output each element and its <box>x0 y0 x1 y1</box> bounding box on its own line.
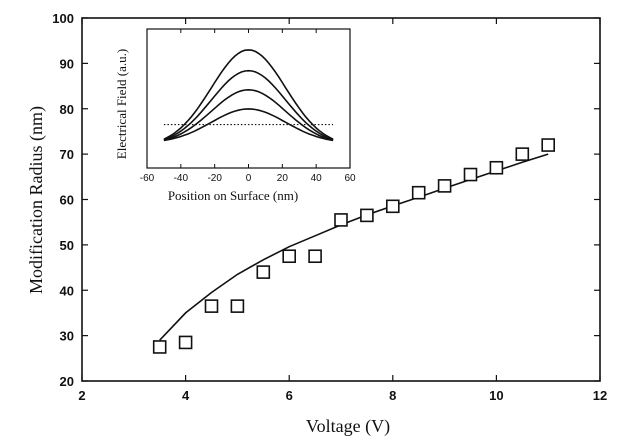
data-point-square <box>178 335 193 350</box>
y-tick-label: 20 <box>60 374 74 389</box>
data-point-square <box>489 160 504 175</box>
y-axis-title: Modification Radius (nm) <box>26 106 47 294</box>
inset-x-tick-label: -20 <box>207 173 222 184</box>
inset-x-tick-label: 0 <box>246 173 252 184</box>
y-tick-label: 70 <box>60 147 74 162</box>
data-point-square <box>463 167 478 182</box>
data-point-square <box>334 213 348 227</box>
data-point-square <box>256 265 271 279</box>
x-tick-label: 6 <box>286 388 293 403</box>
x-tick-label: 8 <box>389 388 396 403</box>
data-point-square <box>230 299 245 313</box>
inset-x-tick-label: 40 <box>311 173 323 184</box>
y-tick-label: 100 <box>52 11 74 26</box>
data-point-square <box>437 179 452 193</box>
inset-x-axis-title: Position on Surface (nm) <box>168 188 298 203</box>
inset-x-tick-label: 20 <box>277 173 289 184</box>
data-point-square <box>282 249 297 264</box>
y-tick-label: 40 <box>60 283 74 298</box>
data-point-square <box>385 199 400 214</box>
main-ticks: 2 4 6 8 10 12 20 30 40 50 60 70 80 90 100 <box>52 11 607 403</box>
data-point-square <box>308 249 322 264</box>
data-point-square <box>360 208 374 223</box>
y-tick-label: 50 <box>60 238 74 253</box>
data-point-square <box>411 185 426 200</box>
data-point-square <box>541 138 556 152</box>
fit-curve-group <box>159 153 549 341</box>
x-tick-label: 12 <box>593 388 607 403</box>
inset-field-curve <box>163 49 334 140</box>
inset-x-tick-label: -60 <box>140 173 155 184</box>
inset-field-curve <box>163 69 334 141</box>
data-points <box>152 138 556 354</box>
inset-frame <box>146 28 351 169</box>
y-tick-label: 60 <box>60 193 74 208</box>
inset-field-curve <box>163 88 334 141</box>
inset-field-curve <box>163 108 334 142</box>
inset-x-tick-label: -40 <box>174 173 189 184</box>
y-tick-label: 30 <box>60 329 74 344</box>
inset-x-tick-label: 60 <box>344 173 356 184</box>
data-point-square <box>204 299 219 313</box>
fit-curve <box>159 153 549 341</box>
x-tick-label: 10 <box>489 388 503 403</box>
data-point-square <box>152 340 167 354</box>
x-tick-label: 4 <box>182 388 190 403</box>
x-axis-title: Voltage (V) <box>306 416 390 437</box>
y-tick-label: 90 <box>60 56 74 71</box>
inset-y-axis-title: Electrical Field (a.u.) <box>114 49 129 159</box>
data-point-square <box>515 147 530 161</box>
inset-chart: -60 -40 -20 0 20 40 60 <box>140 28 356 184</box>
x-tick-label: 2 <box>78 388 85 403</box>
y-tick-label: 80 <box>60 102 74 117</box>
